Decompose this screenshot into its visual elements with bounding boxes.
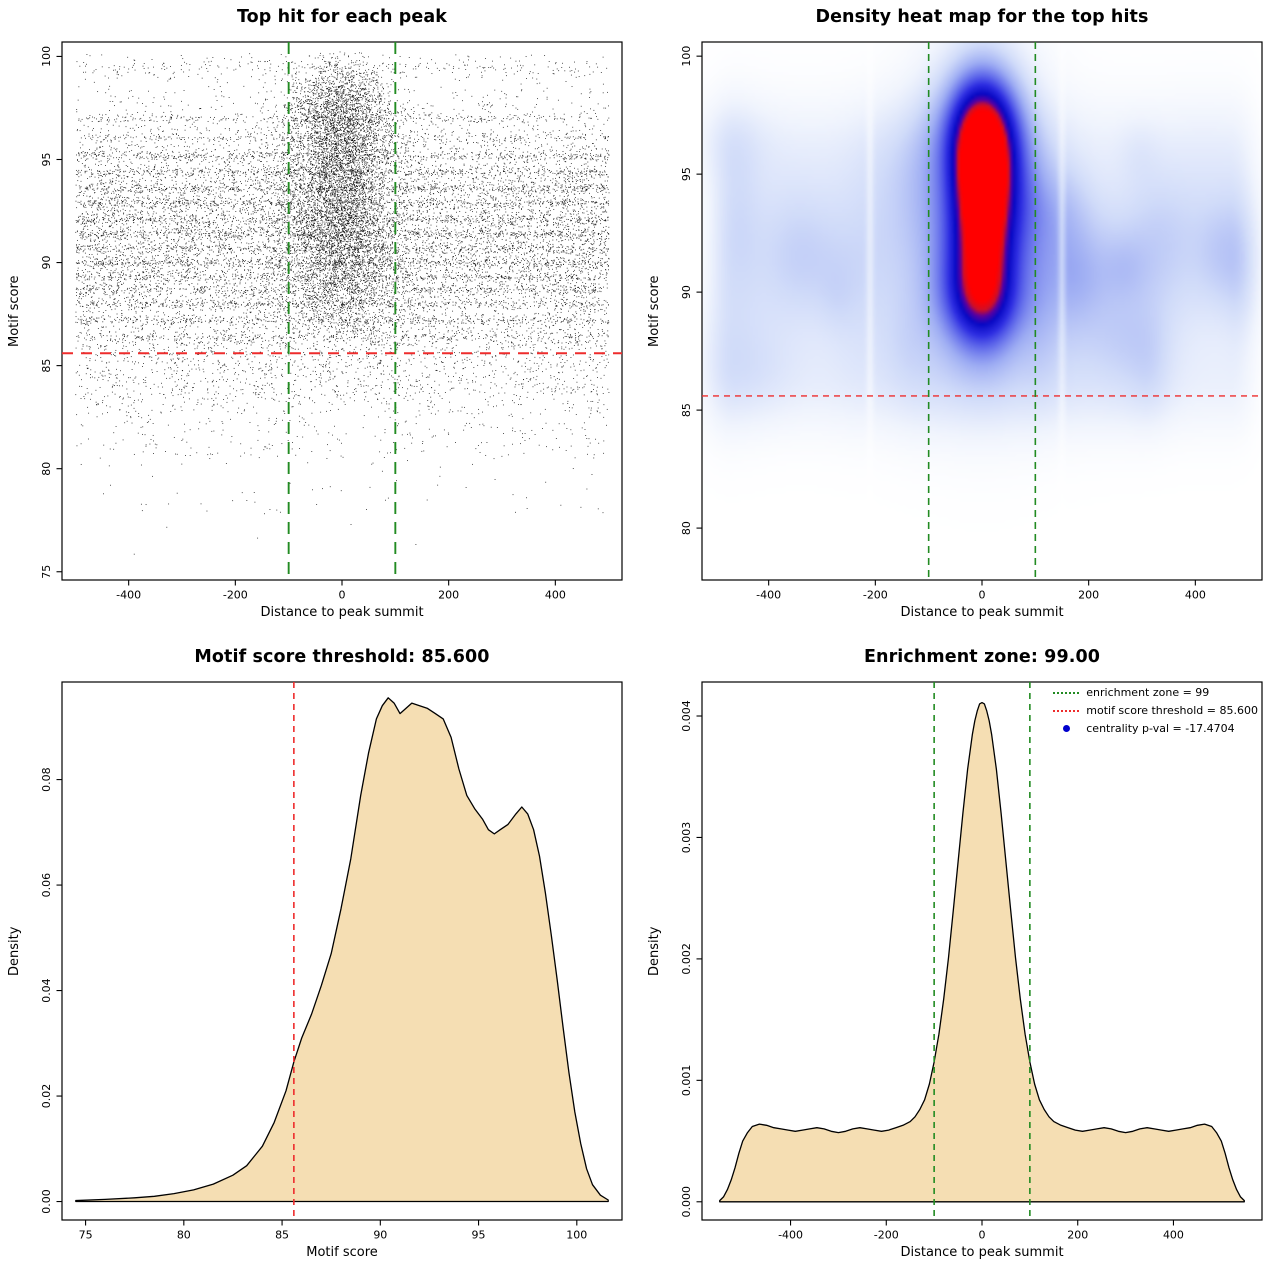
legend-item-enrichment-zone: enrichment zone = 99 xyxy=(1053,687,1258,698)
legend-label: enrichment zone = 99 xyxy=(1086,686,1210,699)
x-axis-label: Distance to peak summit xyxy=(260,605,424,620)
x-axis-label: Distance to peak summit xyxy=(900,605,1064,620)
enrichment-zone-density-plot: -400 -200 0 200 400 0.000 0.001 0.002 0.003 0.004 xyxy=(680,681,1263,1242)
y-tick-label: 75 xyxy=(40,565,53,579)
x-tick-label: 85 xyxy=(275,1229,289,1242)
y-tick-label: 100 xyxy=(680,46,693,67)
x-tick-label: 90 xyxy=(373,1229,387,1242)
y-tick-label: 0.003 xyxy=(680,822,693,854)
density-curve xyxy=(75,697,609,1203)
x-tick-label: -200 xyxy=(223,589,248,602)
y-tick-label: 90 xyxy=(40,256,53,270)
legend-label: centrality p-val = -17.4704 xyxy=(1086,722,1235,735)
y-tick-label: 85 xyxy=(40,359,53,373)
y-tick-label: 0.04 xyxy=(40,978,53,1003)
x-tick-label: 100 xyxy=(566,1229,587,1242)
y-tick-label: 0.00 xyxy=(40,1189,53,1214)
x-tick-label: 400 xyxy=(545,589,566,602)
density-curve xyxy=(719,701,1245,1203)
blue-dot-swatch xyxy=(1062,725,1070,732)
x-tick-label: -400 xyxy=(778,1229,803,1242)
x-axis-label: Motif score xyxy=(306,1245,378,1260)
y-tick-label: 85 xyxy=(680,403,693,417)
y-tick-label: 0.004 xyxy=(680,700,693,732)
y-tick-label: 95 xyxy=(680,167,693,181)
x-tick-label: 200 xyxy=(1067,1229,1088,1242)
y-axis-label: Motif score xyxy=(7,275,22,347)
y-tick-label: 95 xyxy=(40,152,53,166)
x-tick-label: 0 xyxy=(979,589,986,602)
panel-motif-score-density: Motif score threshold: 85.600 Density 75… xyxy=(0,640,640,1280)
motif-score-density-plot: 75 80 85 90 95 100 0.00 0.02 0.04 0.06 0.08 xyxy=(40,681,623,1242)
plot-border xyxy=(701,681,1263,1221)
y-axis-label: Motif score xyxy=(647,275,662,347)
panel-top-hit-scatter: Top hit for each peak Motif score -400 -2… xyxy=(0,0,640,640)
plot-border xyxy=(61,681,623,1221)
x-tick-label: 400 xyxy=(1185,589,1206,602)
y-axis-label: Density xyxy=(7,926,22,976)
legend-item-motif-score-threshold: motif score threshold = 85.600 xyxy=(1053,705,1258,716)
x-tick-label: 95 xyxy=(472,1229,486,1242)
x-axis-label: Distance to peak summit xyxy=(900,1245,1064,1260)
x-tick-label: -400 xyxy=(116,589,141,602)
x-tick-label: 0 xyxy=(339,589,346,602)
legend-label: motif score threshold = 85.600 xyxy=(1086,704,1258,717)
y-tick-label: 0.002 xyxy=(680,943,693,975)
x-tick-label: 400 xyxy=(1163,1229,1184,1242)
x-tick-label: -400 xyxy=(756,589,781,602)
y-tick-label: 80 xyxy=(40,462,53,476)
x-tick-label: 0 xyxy=(979,1229,986,1242)
y-tick-label: 0.001 xyxy=(680,1065,693,1097)
y-tick-label: 90 xyxy=(680,285,693,299)
heatmap-canvas xyxy=(702,42,1262,580)
y-tick-label: 0.06 xyxy=(40,873,53,898)
scatter-points-canvas xyxy=(62,42,622,580)
y-tick-label: 0.02 xyxy=(40,1084,53,1109)
green-dotted-line-swatch xyxy=(1053,691,1080,694)
chart-title: Top hit for each peak xyxy=(236,7,448,27)
y-tick-label: 100 xyxy=(40,46,53,67)
legend-item-centrality-pval: centrality p-val = -17.4704 xyxy=(1053,723,1258,734)
y-axis-label: Density xyxy=(647,926,662,976)
chart-legend: enrichment zone = 99 motif score thresho… xyxy=(1053,687,1258,734)
chart-title: Motif score threshold: 85.600 xyxy=(194,647,490,667)
y-tick-label: 0.000 xyxy=(680,1186,693,1218)
x-tick-label: 80 xyxy=(177,1229,191,1242)
x-tick-label: 200 xyxy=(438,589,459,602)
panel-enrichment-zone-density: Enrichment zone: 99.00 Density -400 -200 0… xyxy=(640,640,1280,1280)
x-tick-label: -200 xyxy=(874,1229,899,1242)
chart-title: Density heat map for the top hits xyxy=(815,7,1149,27)
panel-density-heatmap: Density heat map for the top hits Motif … xyxy=(640,0,1280,640)
x-tick-label: -200 xyxy=(863,589,888,602)
x-tick-label: 75 xyxy=(79,1229,93,1242)
red-dotted-line-swatch xyxy=(1053,709,1080,712)
y-tick-label: 80 xyxy=(680,521,693,535)
y-tick-label: 0.08 xyxy=(40,767,53,792)
chart-title: Enrichment zone: 99.00 xyxy=(863,647,1101,667)
x-tick-label: 200 xyxy=(1078,589,1099,602)
